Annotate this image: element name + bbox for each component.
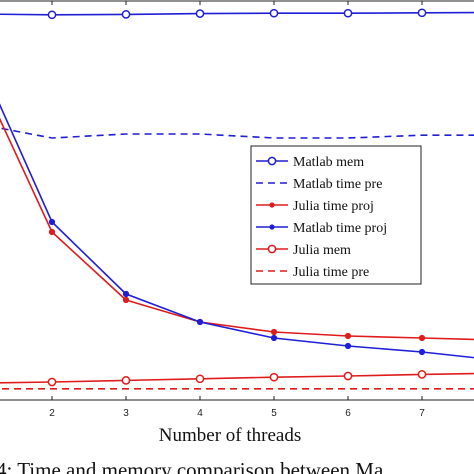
legend-label: Matlab mem [293,155,364,170]
legend-label: Julia mem [293,243,351,258]
legend-marker [269,202,275,208]
legend-label: Julia time proj [293,199,374,214]
series-marker [270,328,278,336]
series-marker [270,334,278,342]
series-marker [417,8,427,18]
series-marker [269,372,279,382]
x-axis-label: Number of threads [159,425,301,446]
legend-items: Matlab mem Matlab time pre Julia time proj… [256,155,387,280]
legend-marker [269,224,275,230]
series-marker [47,10,57,20]
series-line [0,372,474,384]
figure-caption: 4: Time and memory comparison between Ma [0,458,384,474]
series-marker [344,332,352,340]
series-marker [121,10,131,19]
x-tick-label: 2 [49,408,55,419]
series-marker [122,296,130,304]
series-marker [196,318,204,326]
series-marker [418,334,426,342]
series-marker [269,8,279,18]
legend-marker [267,156,277,166]
x-tick-label: 3 [123,408,129,419]
series-marker [343,371,353,381]
series-marker [121,376,131,385]
series-marker [47,377,57,387]
series-marker [417,370,427,379]
legend-label: Matlab time proj [293,221,387,236]
series-marker [48,228,56,236]
legend-box [250,145,422,285]
x-tick-label: 4 [197,408,203,419]
series-line [0,11,474,16]
plot-axes [0,0,474,401]
x-tick-label: 5 [271,408,277,419]
x-tick-label: 6 [345,408,351,419]
series-line [0,103,474,359]
series-marker [418,348,426,356]
legend-label: Matlab time pre [293,177,382,192]
series-marker [48,218,56,226]
series-marker [343,8,353,18]
x-axis-ticks: 2 3 4 5 6 7 [49,1,425,419]
legend-marker [267,244,277,254]
series-line [0,127,474,139]
legend: Matlab mem Matlab time pre Julia time proj… [250,145,422,285]
series-marker [195,9,205,18]
series-marker [344,342,352,350]
series-marker [195,374,205,384]
plot-lines [0,8,474,390]
legend-label: Julia time pre [293,265,369,280]
series-line [0,117,474,341]
series-marker [122,290,130,298]
x-tick-label: 7 [419,408,425,419]
